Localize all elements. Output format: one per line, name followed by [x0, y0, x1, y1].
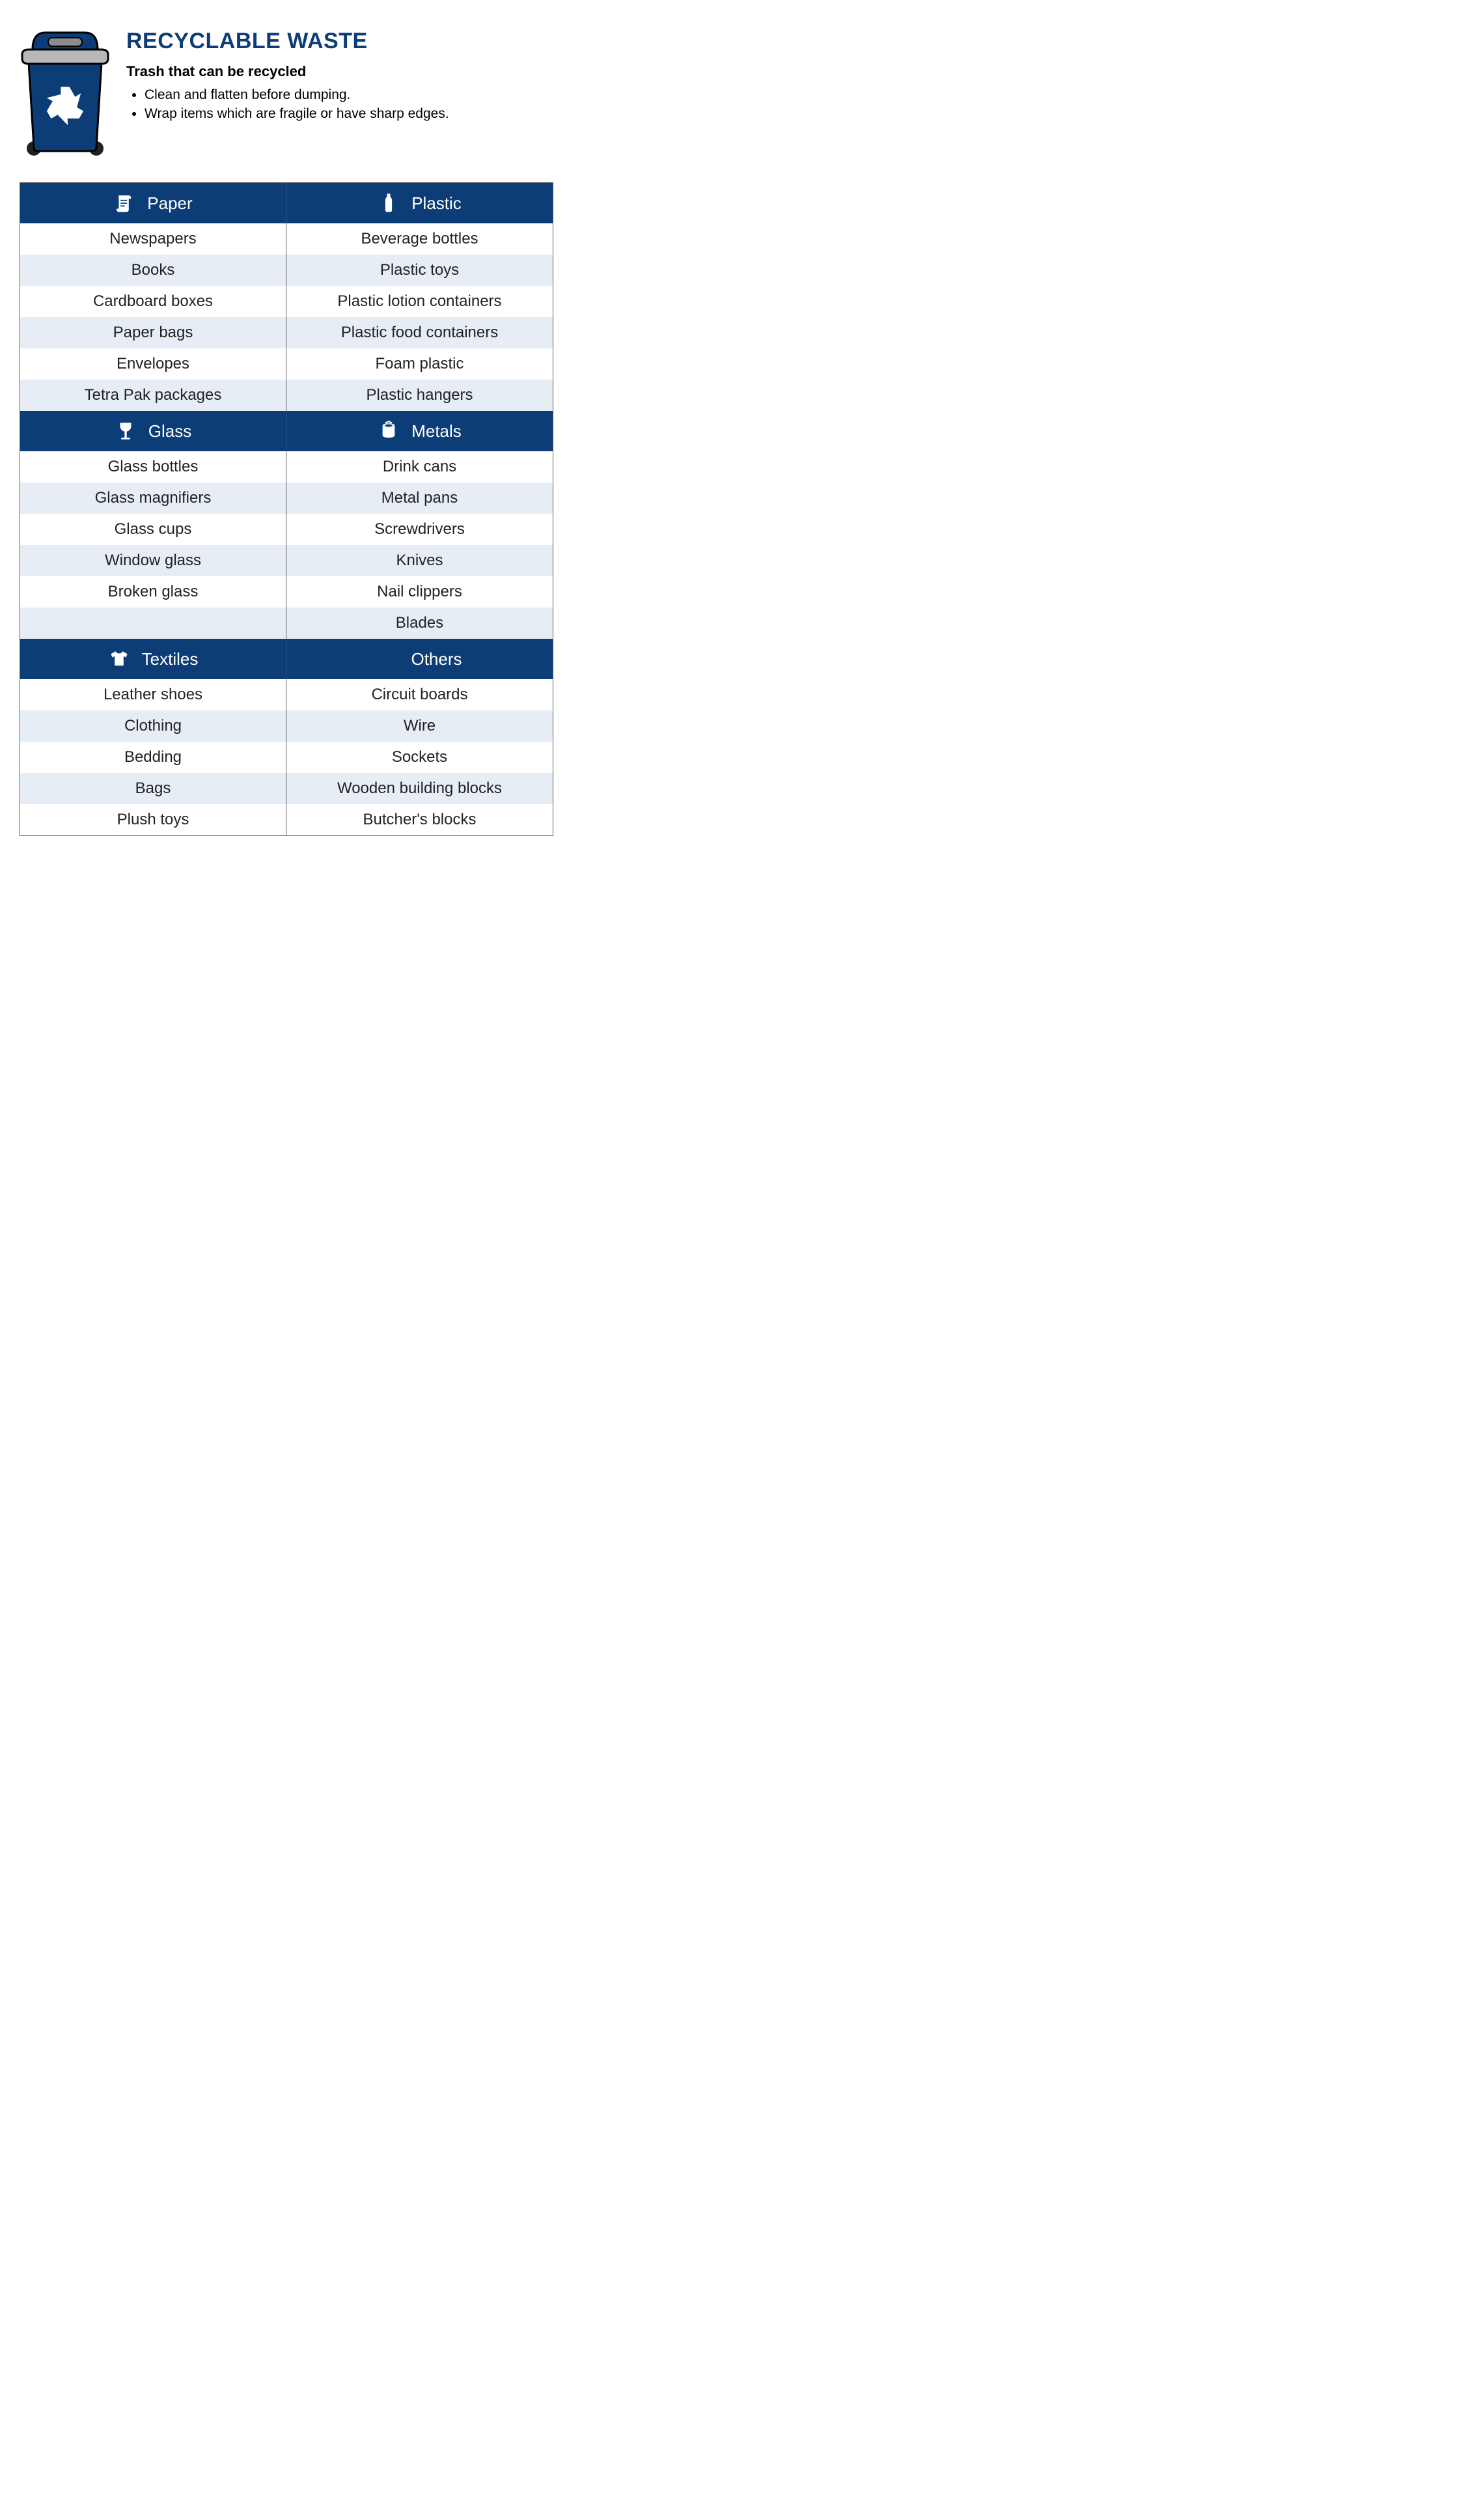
- table-row: BooksPlastic toys: [20, 255, 553, 286]
- item-cell: Paper bags: [20, 317, 286, 348]
- instruction-list: Clean and flatten before dumping. Wrap i…: [126, 85, 553, 124]
- category-header-others: Others: [286, 639, 553, 679]
- category-header-paper: Paper: [20, 183, 286, 223]
- item-cell: Foam plastic: [286, 348, 553, 380]
- item-cell: Wooden building blocks: [286, 773, 553, 804]
- item-cell: Wire: [286, 710, 553, 742]
- category-header-plastic: Plastic: [286, 183, 553, 223]
- item-cell: Knives: [286, 545, 553, 576]
- category-header-glass: Glass: [20, 411, 286, 451]
- subtitle: Trash that can be recycled: [126, 63, 553, 80]
- item-cell: Screwdrivers: [286, 514, 553, 545]
- item-cell: Plush toys: [20, 804, 286, 835]
- item-cell: Bags: [20, 773, 286, 804]
- table-row: EnvelopesFoam plastic: [20, 348, 553, 380]
- item-cell: Window glass: [20, 545, 286, 576]
- table-row: Glass bottlesDrink cans: [20, 451, 553, 483]
- item-cell: Circuit boards: [286, 679, 553, 710]
- can-icon: [378, 420, 400, 442]
- item-cell: Tetra Pak packages: [20, 380, 286, 411]
- item-cell: Bedding: [20, 742, 286, 773]
- item-cell: Sockets: [286, 742, 553, 773]
- item-cell: Plastic toys: [286, 255, 553, 286]
- shirt-icon: [108, 648, 130, 670]
- item-cell: Broken glass: [20, 576, 286, 608]
- item-cell: Newspapers: [20, 223, 286, 255]
- table-row: Leather shoesCircuit boards: [20, 679, 553, 710]
- table-row: Plush toysButcher's blocks: [20, 804, 553, 835]
- title-block: RECYCLABLE WASTE Trash that can be recyc…: [126, 26, 553, 124]
- category-label: Paper: [147, 193, 192, 214]
- category-label: Metals: [411, 421, 462, 441]
- instruction-item: Wrap items which are fragile or have sha…: [145, 104, 553, 123]
- table-row: BagsWooden building blocks: [20, 773, 553, 804]
- item-cell: Beverage bottles: [286, 223, 553, 255]
- item-cell: Glass bottles: [20, 451, 286, 483]
- item-cell: Leather shoes: [20, 679, 286, 710]
- item-cell: Glass magnifiers: [20, 483, 286, 514]
- item-cell: Books: [20, 255, 286, 286]
- page-title: RECYCLABLE WASTE: [126, 29, 553, 54]
- instruction-item: Clean and flatten before dumping.: [145, 85, 553, 104]
- scroll-icon: [113, 192, 135, 214]
- table-row: Cardboard boxesPlastic lotion containers: [20, 286, 553, 317]
- item-cell: [20, 608, 286, 639]
- category-header-textiles: Textiles: [20, 639, 286, 679]
- table-row: Paper bagsPlastic food containers: [20, 317, 553, 348]
- table-row: Broken glassNail clippers: [20, 576, 553, 608]
- item-cell: Cardboard boxes: [20, 286, 286, 317]
- table-row: Glass magnifiersMetal pans: [20, 483, 553, 514]
- table-row: ClothingWire: [20, 710, 553, 742]
- item-cell: Plastic lotion containers: [286, 286, 553, 317]
- table-row: Blades: [20, 608, 553, 639]
- item-cell: Butcher's blocks: [286, 804, 553, 835]
- item-cell: Nail clippers: [286, 576, 553, 608]
- item-cell: Plastic hangers: [286, 380, 553, 411]
- table-row: BeddingSockets: [20, 742, 553, 773]
- category-label: Plastic: [411, 193, 462, 214]
- item-cell: Clothing: [20, 710, 286, 742]
- item-cell: Drink cans: [286, 451, 553, 483]
- table-row: Glass cupsScrewdrivers: [20, 514, 553, 545]
- bottle-icon: [378, 192, 400, 214]
- item-cell: Glass cups: [20, 514, 286, 545]
- item-cell: Blades: [286, 608, 553, 639]
- category-header-metals: Metals: [286, 411, 553, 451]
- table-row: NewspapersBeverage bottles: [20, 223, 553, 255]
- none-icon: [377, 648, 399, 670]
- recycle-bin-illustration: [20, 26, 111, 156]
- table-row: Tetra Pak packagesPlastic hangers: [20, 380, 553, 411]
- recycle-bin-icon: [20, 26, 111, 156]
- category-header-row: Glass Metals: [20, 411, 553, 451]
- category-label: Glass: [148, 421, 191, 441]
- wineglass-icon: [115, 420, 137, 442]
- table-row: Window glassKnives: [20, 545, 553, 576]
- category-label: Others: [411, 649, 462, 669]
- category-header-row: Paper Plastic: [20, 183, 553, 223]
- item-cell: Plastic food containers: [286, 317, 553, 348]
- header-block: RECYCLABLE WASTE Trash that can be recyc…: [20, 26, 553, 156]
- item-cell: Metal pans: [286, 483, 553, 514]
- category-header-row: Textiles Others: [20, 639, 553, 679]
- recyclables-table: Paper Plastic NewspapersBeverage bottlesBo…: [20, 182, 553, 836]
- item-cell: Envelopes: [20, 348, 286, 380]
- category-label: Textiles: [142, 649, 199, 669]
